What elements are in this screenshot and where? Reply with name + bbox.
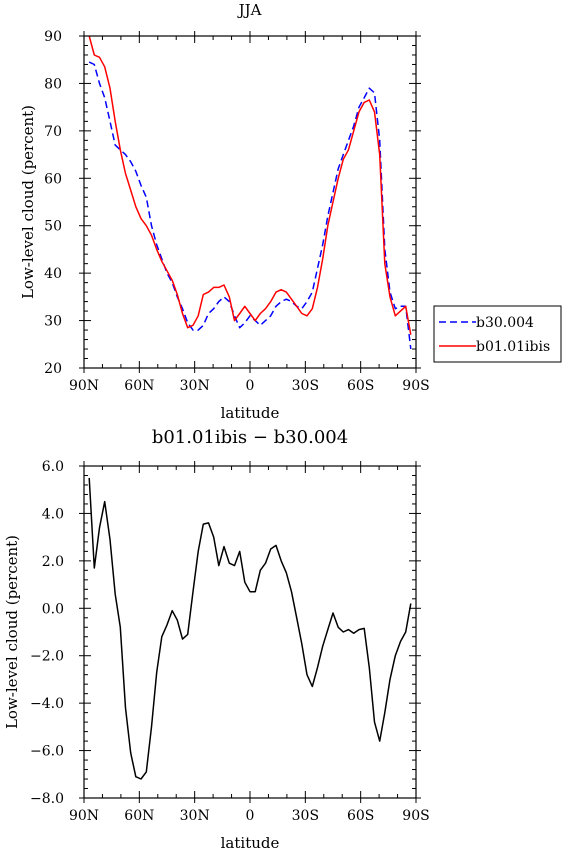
series-line-0 — [88, 477, 412, 780]
legend-box — [433, 305, 562, 363]
legend-label: b30.004 — [476, 315, 534, 331]
x-tick-label: 30N — [180, 808, 210, 824]
y-tick-label: 0.0 — [42, 601, 64, 617]
series-line-b30-004 — [88, 61, 412, 350]
x-tick-label: 60N — [124, 378, 154, 394]
y-tick-label: 4.0 — [42, 506, 64, 522]
y-tick-label: 50 — [44, 219, 62, 235]
bottom-panel: b01.01ibis − b30.004 90N 60N 30N 0 30S 60S 90S −… — [3, 427, 430, 851]
x-tick-label: 0 — [246, 378, 255, 394]
x-tick-label: 30S — [292, 808, 319, 824]
x-tick-label: 90N — [69, 378, 99, 394]
y-tick-label: 40 — [44, 266, 62, 282]
y-axis-label: Low-level cloud (percent) — [19, 105, 37, 299]
y-tick-label: 20 — [44, 361, 62, 377]
y-tick-label: −2.0 — [30, 649, 64, 665]
legend-label: b01.01ibis — [476, 339, 550, 355]
x-tick-label: 60N — [124, 808, 154, 824]
y-tick-label: 70 — [44, 124, 62, 140]
top-panel: JJA 90N 60N 30N 0 30S 60S 90S 20 30 40 50 60 70 80 90 la… — [19, 1, 562, 422]
x-axis-label: latitude — [221, 404, 280, 422]
y-axis-label: Low-level cloud (percent) — [3, 535, 21, 729]
x-tick-label: 30S — [292, 378, 319, 394]
chart-title: JJA — [237, 1, 262, 19]
y-tick-label: 90 — [44, 29, 62, 45]
y-tick-label: −8.0 — [30, 791, 64, 807]
x-tick-label: 30N — [180, 378, 210, 394]
x-tick-label: 90S — [402, 808, 429, 824]
legend: b30.004 b01.01ibis — [433, 305, 562, 363]
x-tick-label: 60S — [347, 808, 374, 824]
x-tick-label: 0 — [246, 808, 255, 824]
y-tick-label: 30 — [44, 314, 62, 330]
x-tick-label: 60S — [347, 378, 374, 394]
chart-title: b01.01ibis − b30.004 — [152, 427, 348, 448]
x-tick-label: 90S — [402, 378, 429, 394]
y-tick-label: −4.0 — [30, 696, 64, 712]
y-tick-label: 80 — [44, 76, 62, 92]
series-line-b01-01ibis — [88, 35, 412, 335]
y-tick-label: 6.0 — [42, 459, 64, 475]
plot-frame — [83, 465, 417, 799]
x-axis-label: latitude — [221, 834, 280, 851]
y-tick-label: −6.0 — [30, 744, 64, 760]
y-tick-label: 60 — [44, 171, 62, 187]
y-tick-label: 2.0 — [42, 554, 64, 570]
x-tick-label: 90N — [69, 808, 99, 824]
